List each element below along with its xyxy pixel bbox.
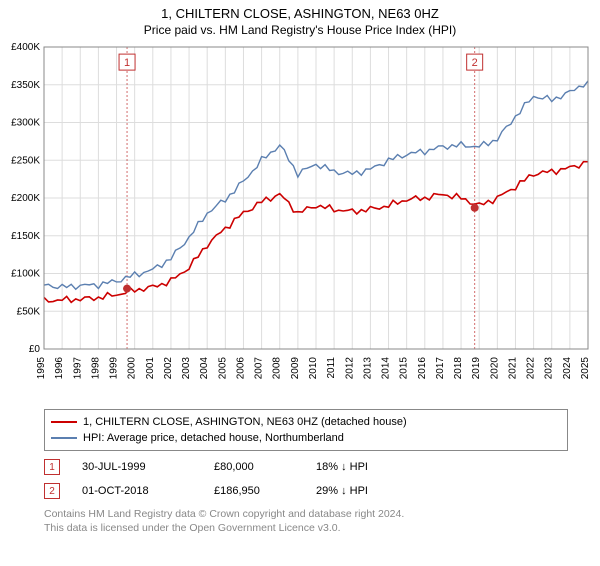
- svg-text:1995: 1995: [36, 357, 47, 380]
- svg-text:£100K: £100K: [11, 269, 40, 280]
- footnote-line-2: This data is licensed under the Open Gov…: [44, 521, 568, 535]
- svg-text:1997: 1997: [72, 357, 83, 380]
- svg-text:£50K: £50K: [17, 306, 41, 317]
- transaction-delta: 29% ↓ HPI: [316, 485, 368, 497]
- svg-text:2000: 2000: [127, 357, 138, 380]
- svg-text:£300K: £300K: [11, 118, 40, 129]
- svg-text:2008: 2008: [272, 357, 283, 380]
- svg-text:2003: 2003: [181, 357, 192, 380]
- svg-text:2024: 2024: [562, 357, 573, 380]
- svg-text:2015: 2015: [399, 357, 410, 380]
- legend-label: HPI: Average price, detached house, Nort…: [83, 430, 344, 446]
- svg-text:1996: 1996: [54, 357, 65, 380]
- svg-text:2001: 2001: [145, 357, 156, 380]
- transaction-row: 1 30-JUL-1999 £80,000 18% ↓ HPI: [44, 455, 568, 479]
- chart-title: 1, CHILTERN CLOSE, ASHINGTON, NE63 0HZ: [0, 6, 600, 21]
- svg-text:2023: 2023: [544, 357, 555, 380]
- legend-swatch: [51, 437, 77, 439]
- svg-text:2012: 2012: [344, 357, 355, 380]
- transaction-badge: 1: [44, 459, 60, 475]
- svg-text:£400K: £400K: [11, 43, 40, 53]
- svg-text:1998: 1998: [90, 357, 101, 380]
- transaction-row: 2 01-OCT-2018 £186,950 29% ↓ HPI: [44, 479, 568, 503]
- svg-text:2018: 2018: [453, 357, 464, 380]
- transactions-area: 1 30-JUL-1999 £80,000 18% ↓ HPI 2 01-OCT-2018…: [44, 455, 568, 503]
- chart-container: 1, CHILTERN CLOSE, ASHINGTON, NE63 0HZ P…: [0, 6, 600, 566]
- transaction-date: 30-JUL-1999: [82, 461, 192, 473]
- svg-text:2025: 2025: [580, 357, 591, 380]
- svg-text:2002: 2002: [163, 357, 174, 380]
- legend-row: 1, CHILTERN CLOSE, ASHINGTON, NE63 0HZ (…: [51, 414, 561, 430]
- svg-text:£350K: £350K: [11, 80, 40, 91]
- svg-text:2013: 2013: [362, 357, 373, 380]
- transaction-delta: 18% ↓ HPI: [316, 461, 368, 473]
- svg-text:2020: 2020: [489, 357, 500, 380]
- svg-text:2006: 2006: [235, 357, 246, 380]
- svg-text:2007: 2007: [254, 357, 265, 380]
- transaction-price: £186,950: [214, 485, 294, 497]
- legend-label: 1, CHILTERN CLOSE, ASHINGTON, NE63 0HZ (…: [83, 414, 407, 430]
- svg-text:£200K: £200K: [11, 193, 40, 204]
- chart-area: £0 £50K £100K £150K £200K £250K £300K £350K £400…: [0, 43, 600, 403]
- svg-text:2014: 2014: [381, 357, 392, 380]
- chart-subtitle: Price paid vs. HM Land Registry's House …: [0, 23, 600, 37]
- line-chart-svg: £0 £50K £100K £150K £200K £250K £300K £350K £400…: [0, 43, 600, 403]
- svg-text:2005: 2005: [217, 357, 228, 380]
- svg-text:2022: 2022: [526, 357, 537, 380]
- svg-text:£250K: £250K: [11, 155, 40, 166]
- svg-text:2021: 2021: [507, 357, 518, 380]
- svg-text:£150K: £150K: [11, 231, 40, 242]
- svg-text:2009: 2009: [290, 357, 301, 380]
- svg-text:2016: 2016: [417, 357, 428, 380]
- footnote-line-1: Contains HM Land Registry data © Crown c…: [44, 507, 568, 521]
- svg-text:2010: 2010: [308, 357, 319, 380]
- transaction-price: £80,000: [214, 461, 294, 473]
- footnote: Contains HM Land Registry data © Crown c…: [44, 507, 568, 535]
- svg-text:2004: 2004: [199, 357, 210, 380]
- svg-text:2019: 2019: [471, 357, 482, 380]
- legend-box: 1, CHILTERN CLOSE, ASHINGTON, NE63 0HZ (…: [44, 409, 568, 451]
- legend-swatch: [51, 421, 77, 423]
- transaction-badge: 2: [44, 483, 60, 499]
- svg-text:1: 1: [124, 57, 130, 69]
- svg-text:2017: 2017: [435, 357, 446, 380]
- svg-text:2: 2: [472, 57, 478, 69]
- transaction-date: 01-OCT-2018: [82, 485, 192, 497]
- svg-text:2011: 2011: [326, 357, 337, 379]
- legend-row: HPI: Average price, detached house, Nort…: [51, 430, 561, 446]
- svg-text:1999: 1999: [109, 357, 120, 380]
- svg-text:£0: £0: [29, 344, 41, 355]
